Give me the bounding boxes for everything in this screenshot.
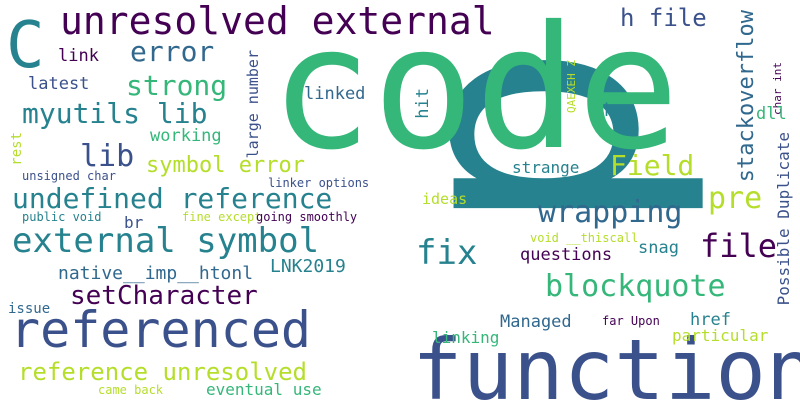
word-myutils-lib: myutils lib [22, 97, 208, 130]
word-void-thiscall: void __thiscall [530, 231, 639, 245]
word-snag: snag [638, 238, 679, 258]
word-wrapping: wrapping [538, 195, 683, 230]
word-public-void: public void [22, 210, 102, 224]
word-going-smoothly: going smoothly [256, 210, 358, 224]
word-symbol-error: symbol error [146, 153, 305, 178]
word-particular: particular [672, 326, 769, 345]
word-qaexeh-z: QAEXEH Z [565, 60, 578, 113]
word-issue: issue [8, 301, 51, 317]
word-everything: everything [518, 178, 621, 198]
word-unsigned-char: unsigned char [22, 169, 116, 183]
word-eventual-use: eventual use [206, 380, 322, 399]
word-h: h [604, 100, 615, 121]
word-fine-except: fine except [182, 210, 262, 224]
word-c: C [6, 9, 45, 83]
word-strong: strong [126, 69, 228, 102]
word-managed: Managed [500, 312, 572, 332]
word-reference-unresolved: reference unresolved [18, 358, 307, 386]
word-code: code [270, 0, 680, 188]
word-possible-duplicate: Possible Duplicate [774, 132, 793, 306]
word-br: br [124, 213, 144, 232]
word-link: link [58, 46, 99, 66]
word-pre: pre [708, 181, 763, 216]
word-strange: strange [512, 158, 580, 177]
word-external-symbol: external symbol [12, 221, 320, 261]
word-hit: hit [413, 88, 433, 119]
word-ideas: ideas [422, 190, 468, 208]
word-questions: questions [520, 245, 613, 265]
word-came-back: came back [98, 383, 164, 397]
word-error: error [130, 35, 215, 68]
word-rest: rest [9, 132, 25, 166]
word-linking: linking [432, 328, 500, 347]
word-h-file: h file [620, 4, 707, 32]
word-dll: dll [756, 104, 787, 124]
word-working: working [150, 126, 222, 146]
word-native-imp-htonl: native__imp__htonl [58, 263, 254, 284]
word-href: href [690, 310, 731, 330]
word-blockquote: blockquote [545, 269, 726, 304]
word-large-number: large number [244, 50, 262, 159]
word-fix: fix [416, 233, 478, 273]
word-referenced: referenced [10, 301, 312, 359]
word-latest: latest [28, 74, 90, 94]
word-linker-options: linker options [268, 176, 370, 190]
word-unresolved-external: unresolved external [60, 0, 495, 43]
word-lib: lib [80, 139, 135, 174]
word-field: Field [610, 149, 695, 182]
word-file: file [700, 227, 778, 265]
word-lnk2019: LNK2019 [270, 256, 346, 277]
word-undefined-reference: undefined reference [12, 182, 333, 215]
word-linked: linked [304, 84, 366, 104]
word-setcharacter: setCharacter [70, 281, 258, 311]
word-stackoverflow: stackoverflow [734, 10, 759, 183]
word-far-upon: far Upon [602, 314, 660, 328]
word-function: function [412, 321, 800, 400]
